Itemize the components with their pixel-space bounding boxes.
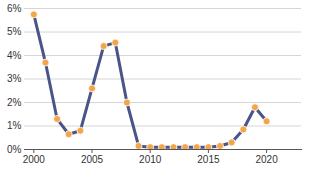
svg-text:5%: 5% (7, 26, 22, 37)
svg-text:6%: 6% (7, 3, 22, 14)
svg-text:1%: 1% (7, 120, 22, 131)
svg-text:2015: 2015 (197, 154, 220, 165)
svg-text:4%: 4% (7, 50, 22, 61)
svg-text:2%: 2% (7, 97, 22, 108)
svg-text:2010: 2010 (139, 154, 162, 165)
svg-text:2020: 2020 (255, 154, 278, 165)
svg-text:0%: 0% (7, 144, 22, 155)
svg-text:2000: 2000 (23, 154, 46, 165)
svg-text:3%: 3% (7, 73, 22, 84)
svg-text:2005: 2005 (81, 154, 104, 165)
